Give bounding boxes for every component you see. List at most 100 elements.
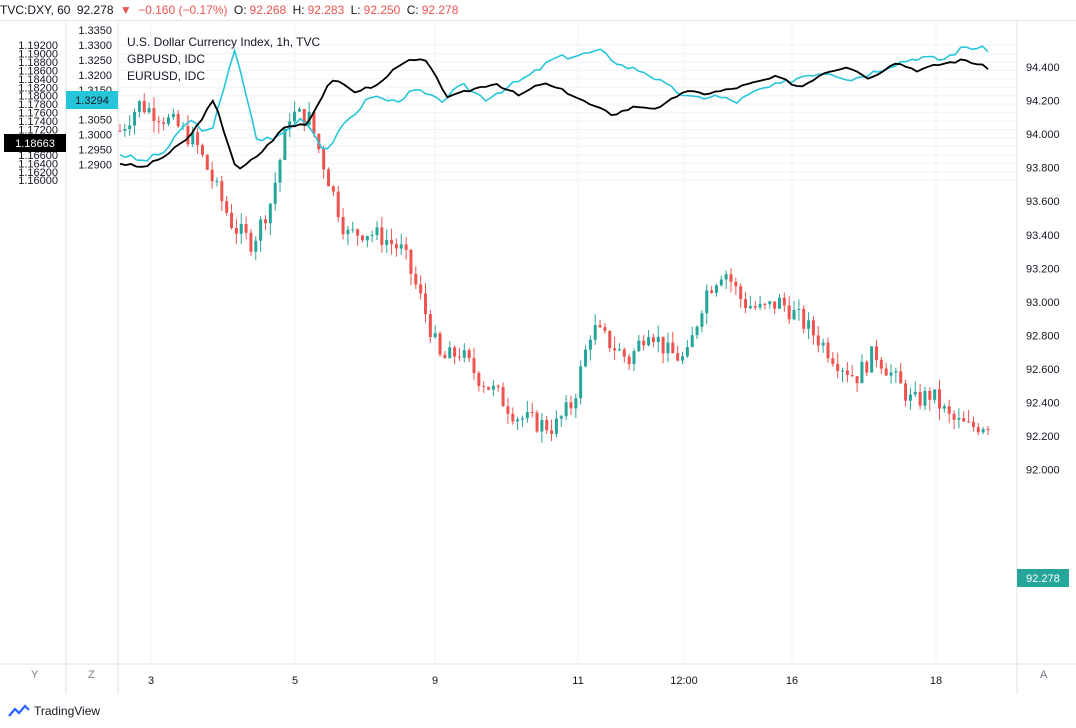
candle-body (734, 281, 738, 287)
dxy-tick-label: 93.200 (1026, 263, 1060, 275)
legend-main[interactable]: U.S. Dollar Currency Index, 1h, TVC (127, 35, 321, 49)
eurusd-tick-label: 1.16400 (18, 158, 58, 170)
candle-body (739, 286, 743, 299)
candle-body (962, 418, 966, 422)
price-chart[interactable]: 1.192001.190001.188001.186001.184001.182… (0, 0, 1076, 694)
candle-body (312, 111, 316, 134)
candle-body (773, 301, 777, 309)
candle-body (433, 333, 437, 338)
candle-body (967, 421, 971, 423)
symbol-name[interactable]: TVC:DXY, 60 (0, 3, 71, 17)
dxy-tick-label: 92.400 (1026, 398, 1060, 410)
candle-body (259, 219, 263, 241)
gbpusd-line (119, 45, 989, 162)
candle-body (598, 324, 602, 328)
candle-body (632, 351, 636, 365)
candle-body (360, 235, 364, 241)
candle-body (453, 347, 457, 357)
candle-body (336, 191, 340, 218)
eurusd-tick-label: 1.17200 (18, 125, 58, 137)
candle-body (826, 342, 830, 359)
auto-scale-button[interactable]: A (1040, 669, 1048, 681)
candle-body (554, 418, 558, 434)
candle-body (603, 327, 607, 331)
open-label: O: (233, 3, 247, 17)
legend-gbpusd[interactable]: GBPUSD, IDC (127, 52, 205, 66)
candle-body (200, 145, 204, 155)
tradingview-logo-icon (8, 704, 30, 717)
dxy-tick-label: 92.000 (1026, 465, 1060, 477)
candle-body (676, 353, 680, 361)
candle-body (705, 290, 709, 314)
dxy-tick-label: 93.000 (1026, 297, 1060, 309)
gbpusd-axis[interactable]: 1.33501.33001.32501.32001.31501.31001.30… (78, 25, 112, 171)
candle-body (331, 186, 335, 192)
gbpusd-tick-label: 1.3350 (78, 25, 112, 37)
high-value: 92.283 (307, 3, 345, 17)
price-change: −0.160 (−0.17%) (138, 3, 228, 17)
dxy-tick-label: 94.000 (1026, 129, 1060, 141)
candle-body (908, 394, 912, 401)
dxy-tick-label: 92.600 (1026, 364, 1060, 376)
eurusd-tick-label: 1.18800 (18, 57, 58, 69)
candle-body (385, 239, 389, 245)
gbpusd-tick-label: 1.3300 (78, 40, 112, 52)
candle-body (637, 340, 641, 352)
candle-body (617, 349, 621, 351)
candle-body (879, 359, 883, 369)
candle-body (477, 372, 481, 386)
candle-body (419, 284, 423, 294)
time-tick-label: 11 (572, 675, 583, 687)
z-axis-button[interactable]: Z (88, 669, 95, 681)
candle-body (622, 349, 626, 357)
candle-body (753, 306, 757, 308)
dxy-tick-label: 93.600 (1026, 196, 1060, 208)
time-axis[interactable]: 3 5 9 11 12:00 16 18 (148, 675, 942, 687)
candle-body (593, 324, 597, 340)
candle-body (186, 125, 190, 145)
candle-body (952, 413, 956, 420)
candle-body (137, 101, 141, 112)
candle-body (947, 406, 951, 414)
eurusd-tick-label: 1.17800 (18, 99, 58, 111)
candle-body (661, 336, 665, 354)
candle-body (671, 342, 675, 354)
candle-body (535, 412, 539, 432)
candle-body (443, 354, 447, 359)
legend-eurusd[interactable]: EURUSD, IDC (127, 69, 205, 83)
close-value: 92.278 (421, 3, 459, 17)
dxy-axis[interactable]: 94.400 94.200 94.000 93.800 93.600 93.400 93.2… (1026, 62, 1060, 477)
candle-body (850, 374, 854, 377)
candle-body (234, 227, 238, 234)
tradingview-logo[interactable]: TradingView (8, 704, 100, 718)
candle-body (506, 406, 510, 414)
candle-body (520, 418, 524, 420)
candle-body (278, 159, 282, 183)
gbpusd-price-badge: 1.3294 (66, 91, 118, 109)
time-tick-label: 18 (930, 675, 942, 687)
eurusd-tick-label: 1.18600 (18, 65, 58, 77)
candle-body (884, 368, 888, 376)
candle-body (613, 348, 617, 351)
candle-body (215, 181, 219, 183)
candle-body (399, 244, 403, 249)
candle-body (777, 297, 781, 309)
eurusd-axis[interactable]: 1.192001.190001.188001.186001.184001.182… (18, 40, 58, 187)
candle-body (118, 130, 122, 132)
candle-body (448, 347, 452, 359)
dxy-badge-text: 92.278 (1026, 573, 1060, 585)
close-label: C: (406, 3, 419, 17)
candle-body (748, 306, 752, 309)
dxy-tick-label: 94.200 (1026, 96, 1060, 108)
y-axis-button[interactable]: Y (31, 669, 39, 681)
candle-body (482, 385, 486, 387)
candle-body (656, 336, 660, 343)
candle-body (191, 132, 195, 145)
candle-body (855, 376, 859, 384)
eurusd-tick-label: 1.16200 (18, 167, 58, 179)
eurusd-line (119, 58, 989, 170)
candle-body (467, 350, 471, 359)
candle-body (559, 416, 563, 419)
open-value: 92.268 (249, 3, 287, 17)
candle-body (816, 335, 820, 346)
